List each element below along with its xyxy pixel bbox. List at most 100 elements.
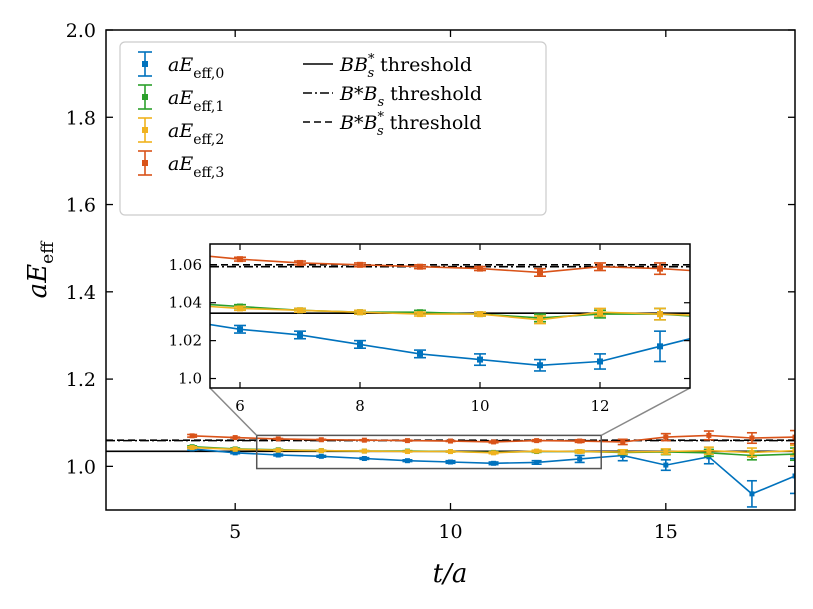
data-point xyxy=(275,447,281,453)
data-point xyxy=(237,305,243,312)
data-point xyxy=(620,439,626,445)
data-point xyxy=(275,436,281,442)
data-point xyxy=(318,453,324,459)
data-point xyxy=(417,263,423,270)
data-point xyxy=(417,311,423,318)
data-point xyxy=(297,259,303,266)
data-point xyxy=(491,450,497,456)
data-point xyxy=(749,435,755,441)
data-point xyxy=(534,438,540,444)
data-point xyxy=(275,452,281,458)
data-point xyxy=(792,473,795,479)
data-point xyxy=(749,491,755,497)
y-axis-label: aEeff xyxy=(23,240,58,299)
x-tick-label: 5 xyxy=(229,521,241,543)
data-point xyxy=(537,316,543,323)
data-point xyxy=(537,269,543,276)
data-point xyxy=(620,449,626,455)
inset-axes-frame xyxy=(209,243,691,389)
data-point xyxy=(237,256,243,263)
data-point xyxy=(792,451,795,457)
data-point xyxy=(777,311,783,317)
data-point xyxy=(297,331,303,338)
inset-plot: 6 8 10 12 1.0 1.02 1.04 1.06 xyxy=(117,243,783,415)
data-point xyxy=(477,311,483,318)
data-point xyxy=(577,456,583,462)
y-tick-label: 2.0 xyxy=(66,20,96,42)
x-axis-label: t/a xyxy=(433,559,468,589)
legend-entry-label: aEeff,3 xyxy=(168,153,224,181)
legend-marker xyxy=(142,160,148,166)
inset-x-tick-label: 8 xyxy=(355,397,365,415)
legend-threshold-label: B*Bs threshold xyxy=(339,83,482,110)
data-point xyxy=(448,438,453,444)
data-point xyxy=(777,313,783,319)
data-point xyxy=(404,449,410,455)
data-point xyxy=(404,438,410,444)
data-point xyxy=(657,265,663,272)
data-point xyxy=(189,445,195,451)
data-point xyxy=(357,261,363,268)
data-point xyxy=(448,459,453,465)
legend-entry-label: aEeff,1 xyxy=(168,87,224,115)
y-tick-label: 1.0 xyxy=(66,456,96,478)
data-point xyxy=(189,433,195,439)
data-point xyxy=(792,448,795,454)
x-tick-label: 15 xyxy=(654,521,678,543)
y-tick-label: 1.8 xyxy=(66,107,96,129)
y-tick-label: 1.4 xyxy=(66,282,96,304)
data-point xyxy=(620,452,626,458)
zoom-region xyxy=(255,434,602,470)
data-point xyxy=(749,449,755,455)
legend: aEeff,0 aEeff,1 aEeff,2 aEeff,3 BB* s thresho… xyxy=(119,41,547,216)
data-point xyxy=(448,449,453,455)
x-tick-label: 10 xyxy=(438,521,462,543)
data-point xyxy=(597,263,603,270)
data-point xyxy=(657,343,663,350)
data-point xyxy=(117,300,123,306)
data-point xyxy=(361,456,367,462)
data-point xyxy=(232,450,238,456)
legend-entry-label: aEeff,2 xyxy=(168,120,224,148)
y-axis-label-text: aEeff xyxy=(23,240,58,299)
data-point xyxy=(717,269,723,275)
data-point xyxy=(477,356,483,363)
data-point xyxy=(117,290,123,296)
data-point xyxy=(597,358,603,365)
data-point xyxy=(417,350,423,357)
data-point xyxy=(297,307,303,314)
zoom-connector xyxy=(600,387,691,437)
data-point xyxy=(491,460,497,466)
data-point xyxy=(477,265,483,272)
data-point xyxy=(117,294,123,300)
legend-threshold-label: B*B* s threshold xyxy=(339,110,482,139)
data-point xyxy=(237,326,243,333)
data-point xyxy=(534,448,540,454)
data-point xyxy=(706,432,712,438)
data-point xyxy=(663,462,669,468)
data-point xyxy=(717,315,723,321)
data-point xyxy=(777,249,783,255)
data-point xyxy=(357,341,363,348)
inset-x-tick-label: 10 xyxy=(470,397,489,415)
legend-marker xyxy=(142,127,148,133)
legend-box xyxy=(119,41,547,216)
data-point xyxy=(361,448,367,454)
main-plot: 5 10 15 1.0 1.2 1.4 1.6 1.8 2.0 xyxy=(66,20,796,543)
data-point xyxy=(404,458,410,464)
data-point xyxy=(663,449,669,455)
data-point xyxy=(232,446,238,452)
inset-y-tick-label: 1.04 xyxy=(169,294,202,312)
inset-y-tick-label: 1.06 xyxy=(169,256,202,274)
inset-x-tick-label: 12 xyxy=(590,397,609,415)
data-point xyxy=(657,311,663,318)
inset-y-tick-label: 1.0 xyxy=(178,370,202,388)
legend-marker xyxy=(142,94,148,100)
data-point xyxy=(597,309,603,316)
data-point xyxy=(792,434,795,440)
data-point xyxy=(706,448,712,454)
data-point xyxy=(117,243,123,249)
data-point xyxy=(318,437,324,443)
data-point xyxy=(361,437,367,443)
